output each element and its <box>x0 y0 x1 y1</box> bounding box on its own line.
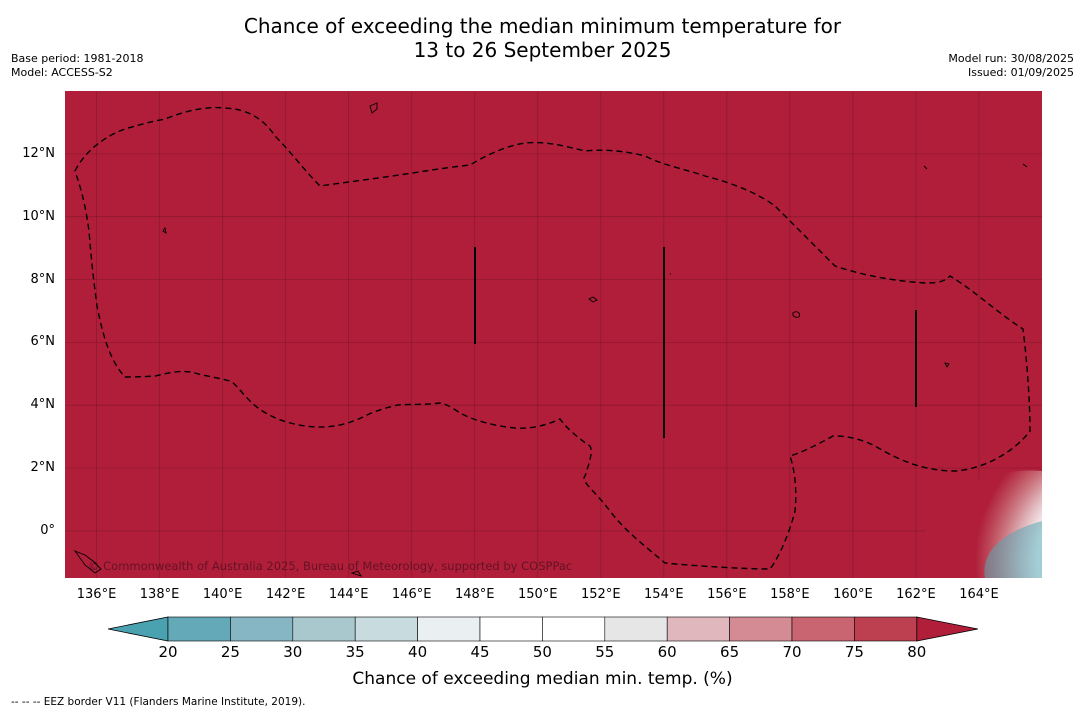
longitude-tick-label: 154°E <box>644 587 684 602</box>
colorbar-segment <box>230 616 294 642</box>
latitude-tick-label: 0° <box>40 522 55 538</box>
latitude-tick-label: 12°N <box>22 145 55 161</box>
map-background <box>65 91 1042 578</box>
colorbar-tick-label: 65 <box>720 643 740 661</box>
run-info: Model run: 30/08/2025 Issued: 01/09/2025 <box>948 52 1074 80</box>
colorbar-tick-label: 25 <box>220 643 240 661</box>
colorbar-tick-label: 70 <box>782 643 802 661</box>
colorbar <box>108 616 978 642</box>
colorbar-low-extend <box>108 616 169 642</box>
longitude-tick-label: 156°E <box>707 587 747 602</box>
island-outline <box>1022 163 1028 168</box>
colorbar-tick-label: 75 <box>844 643 864 661</box>
longitude-tick-label: 148°E <box>454 587 495 602</box>
colorbar-tick-label: 35 <box>345 643 365 661</box>
longitude-tick-label: 162°E <box>896 587 936 602</box>
longitude-tick-label: 160°E <box>833 587 873 602</box>
longitude-tick-label: 150°E <box>517 587 558 602</box>
colorbar-tick-label: 45 <box>470 643 490 661</box>
colorbar-tick-label: 60 <box>657 643 677 661</box>
model-name-text: Model: ACCESS-S2 <box>11 66 113 79</box>
island-outline <box>944 362 950 368</box>
colorbar-tick-label: 50 <box>532 643 552 661</box>
colorbar-tick-label: 55 <box>595 643 615 661</box>
island-outline <box>73 550 102 574</box>
map-title: Chance of exceeding the median minimum t… <box>0 14 1085 62</box>
colorbar-segment <box>604 616 668 642</box>
latitude-tick-label: 10°N <box>22 208 55 224</box>
longitude-tick-label: 142°E <box>265 587 306 602</box>
colorbar-segment <box>854 616 918 642</box>
colorbar-tick-label: 40 <box>408 643 428 661</box>
title-line-2: 13 to 26 September 2025 <box>413 38 672 62</box>
longitude-tick-label: 158°E <box>770 587 810 602</box>
colorbar-segment <box>542 616 606 642</box>
longitude-tick-label: 164°E <box>959 587 999 602</box>
title-line-1: Chance of exceeding the median minimum t… <box>243 14 842 38</box>
colorbar-segment <box>354 616 418 642</box>
latitude-tick-label: 8°N <box>30 271 56 287</box>
coastlines <box>73 102 1028 577</box>
low-probability-core <box>984 521 1042 578</box>
colorbar-title: Chance of exceeding median min. temp. (%… <box>352 669 733 689</box>
longitude-tick-label: 136°E <box>76 587 117 602</box>
probability-map <box>65 91 1042 578</box>
longitude-tick-label: 152°E <box>581 587 621 602</box>
colorbar-tick-label: 30 <box>283 643 303 661</box>
island-outline <box>162 226 167 234</box>
colorbar-segment <box>729 616 793 642</box>
colorbar-high-extend <box>916 616 978 642</box>
copyright-watermark: © Commonwealth of Australia 2025, Bureau… <box>88 559 573 573</box>
island-outline <box>588 296 598 303</box>
model-run-text: Model run: 30/08/2025 <box>948 52 1074 65</box>
longitude-tick-label: 144°E <box>328 587 369 602</box>
latitude-tick-label: 6°N <box>30 334 56 350</box>
map-canvas <box>65 91 1042 578</box>
colorbar-segment <box>791 616 855 642</box>
island-outline <box>923 165 928 170</box>
longitude-tick-label: 146°E <box>391 587 432 602</box>
island-outline <box>350 570 363 577</box>
issued-text: Issued: 01/09/2025 <box>967 66 1074 79</box>
data-gap-lines <box>474 247 917 438</box>
island-outline <box>792 311 800 318</box>
colorbar-segment <box>666 616 730 642</box>
base-period-text: Base period: 1981-2018 <box>11 52 144 65</box>
latitude-tick-label: 2°N <box>30 460 56 476</box>
latitude-tick-label: 4°N <box>30 397 56 413</box>
longitude-tick-label: 140°E <box>202 587 243 602</box>
colorbar-segment <box>292 616 356 642</box>
island-outline <box>369 102 378 114</box>
colorbar-segment <box>167 616 231 642</box>
longitude-tick-label: 138°E <box>139 587 180 602</box>
colorbar-segment <box>479 616 543 642</box>
eez-border <box>74 106 1031 570</box>
colorbar-segment <box>417 616 481 642</box>
colorbar-tick-label: 80 <box>907 643 927 661</box>
eez-legend-note: -- -- -- EEZ border V11 (Flanders Marine… <box>11 696 306 708</box>
colorbar-tick-label: 20 <box>158 643 178 661</box>
model-info: Base period: 1981-2018 Model: ACCESS-S2 <box>11 52 143 80</box>
